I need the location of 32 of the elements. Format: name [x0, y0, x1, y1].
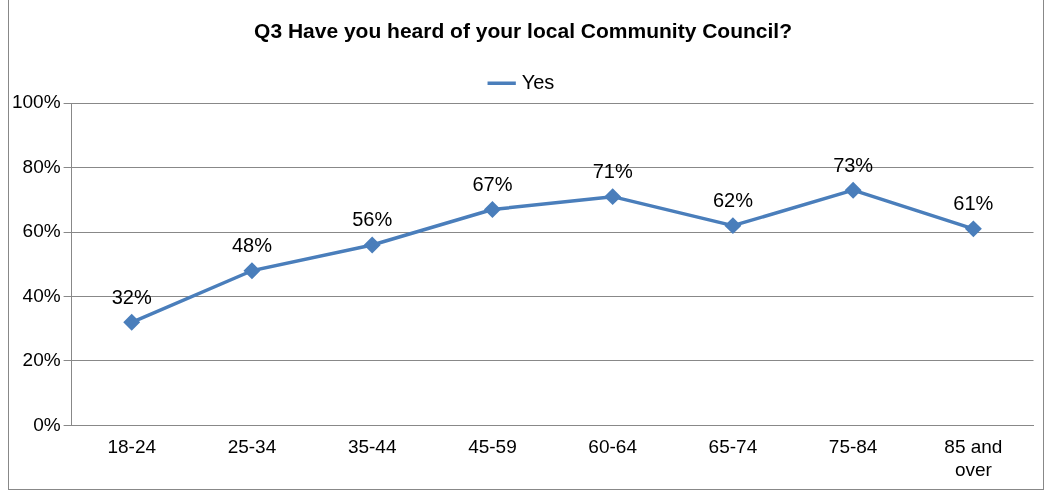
y-tick-label: 0%	[33, 413, 61, 435]
x-tick-label: 18-24	[107, 436, 157, 458]
point	[244, 262, 260, 279]
point	[123, 314, 140, 331]
x-tick-label: 45-59	[468, 436, 517, 458]
point	[484, 201, 501, 218]
x-tick-label: 35-44	[347, 436, 397, 458]
y-tick-label: 40%	[22, 284, 61, 306]
x-tick-label: 60-64	[588, 436, 638, 458]
legend-label: Yes	[521, 70, 555, 93]
data-label: 56%	[352, 208, 393, 231]
data-label: 71%	[592, 160, 633, 183]
point	[845, 182, 861, 198]
data-label: 73%	[833, 153, 874, 176]
data-label: 67%	[472, 173, 513, 196]
y-tick-label: 20%	[22, 349, 61, 371]
point	[604, 188, 621, 205]
data-label: 61%	[953, 192, 994, 215]
point	[725, 217, 741, 234]
y-tick-label: 100%	[11, 91, 61, 113]
x-tick-label: 65-74	[708, 436, 758, 458]
point	[965, 221, 982, 237]
data-label: 32%	[111, 285, 152, 308]
y-tick-label: 60%	[22, 220, 61, 242]
data-label: 62%	[712, 189, 754, 212]
x-tick-label: 85 and over	[944, 436, 1003, 480]
x-tick-label: 25-34	[227, 436, 277, 458]
data-label: 48%	[231, 234, 273, 257]
point	[364, 237, 380, 253]
y-tick-label: 80%	[22, 155, 61, 177]
x-tick-label: 75-84	[828, 436, 878, 458]
chart-title: Q3 Have you heard of your local Community Council?	[254, 19, 792, 43]
